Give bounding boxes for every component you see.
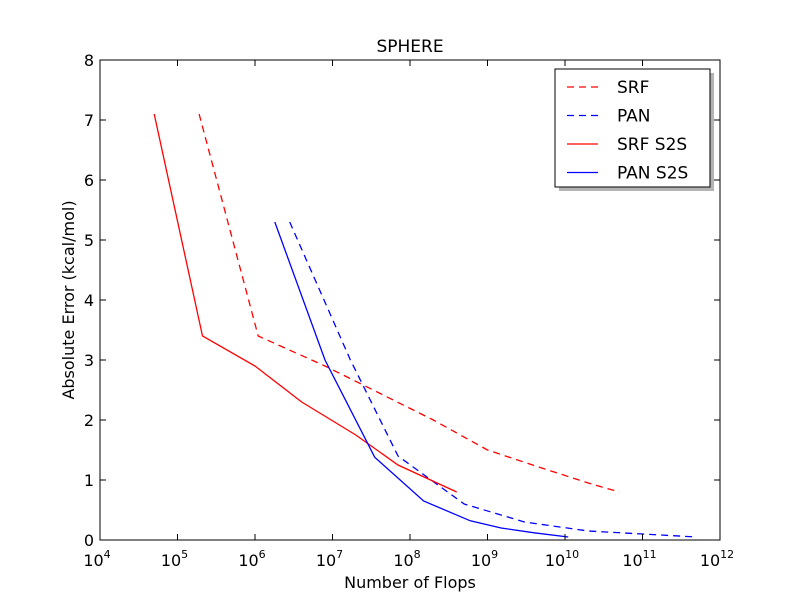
y-tick-label: 5 <box>84 231 94 250</box>
x-tick-label: 106 <box>238 548 265 570</box>
y-tick-label: 6 <box>84 171 94 190</box>
series-line-srf <box>198 113 620 493</box>
x-tick-label: 104 <box>83 548 110 570</box>
legend-label: PAN S2S <box>617 164 688 184</box>
x-tick-label: 107 <box>316 548 343 570</box>
y-tick-label: 8 <box>84 51 94 70</box>
series-layer <box>153 113 697 538</box>
x-tick-label: 1012 <box>700 548 734 570</box>
series-line-srf-s2s <box>153 113 457 493</box>
x-tick-label: 1010 <box>545 548 579 570</box>
y-tick-label: 2 <box>84 411 94 430</box>
legend: SRF PAN SRF S2S PAN S2S <box>554 68 714 191</box>
y-tick-label: 3 <box>84 351 94 370</box>
tick-layer: 104 105 106 107 108 109 1010 1011 1012 0 1 2 3 4 5 6 7 8 <box>83 51 734 570</box>
legend-label: SRF <box>617 78 649 98</box>
x-tick-label: 109 <box>471 548 498 570</box>
y-tick-label: 0 <box>84 531 94 550</box>
x-tick-label: 1011 <box>622 548 656 570</box>
y-tick-label: 4 <box>84 291 94 310</box>
legend-label: PAN <box>617 107 651 127</box>
y-axis-label: Absolute Error (kcal/mol) <box>59 200 78 399</box>
series-line-pan <box>289 221 697 538</box>
plot-frame <box>99 59 721 541</box>
legend-label: SRF S2S <box>617 135 687 155</box>
x-tick-label: 105 <box>161 548 188 570</box>
y-tick-label: 7 <box>84 111 94 130</box>
x-tick-label: 108 <box>393 548 420 570</box>
x-axis-label: Number of Flops <box>344 573 476 592</box>
legend-box <box>554 68 711 188</box>
series-line-pan-s2s <box>274 221 569 538</box>
y-tick-label: 1 <box>84 471 94 490</box>
chart-title: SPHERE <box>376 37 443 57</box>
